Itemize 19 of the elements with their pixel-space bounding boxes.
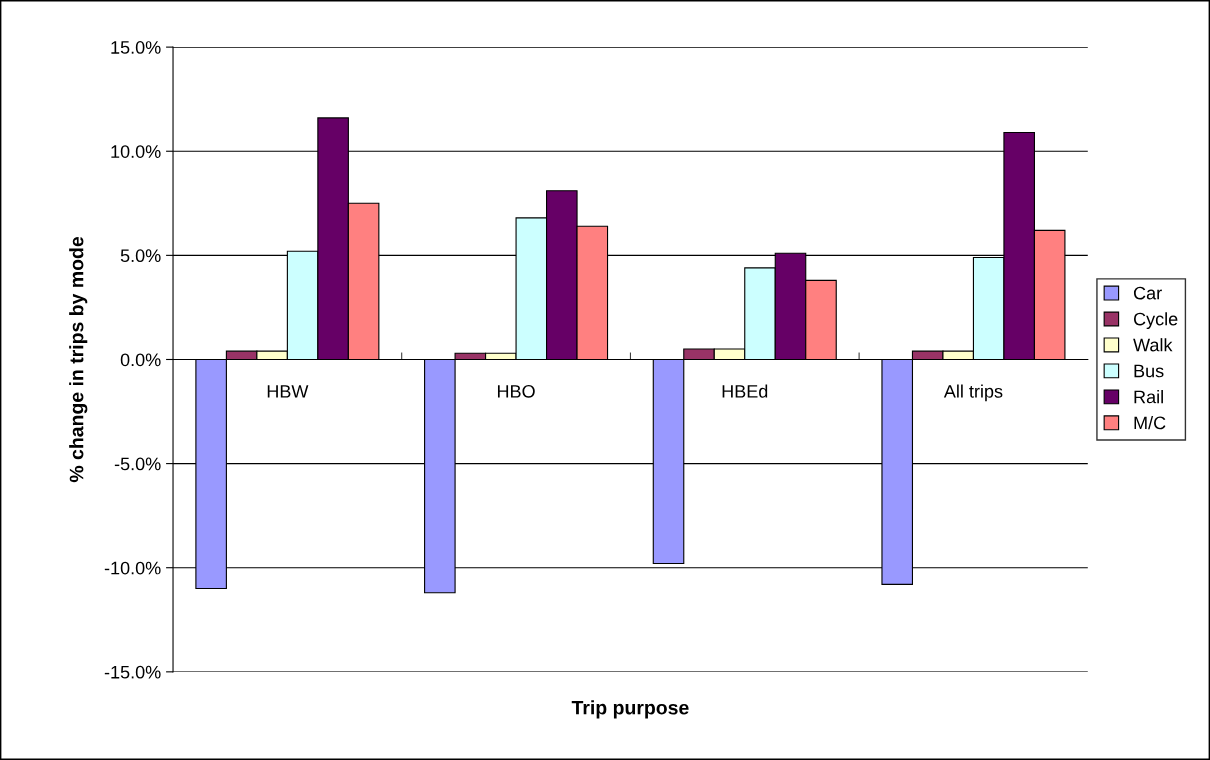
legend-label: Car bbox=[1133, 286, 1162, 300]
legend-label: Rail bbox=[1134, 390, 1163, 404]
x-tick-label: All trips bbox=[943, 384, 1003, 402]
y-tick-label: 0.0% bbox=[120, 353, 161, 367]
y-tick-label: 10.0% bbox=[111, 145, 161, 158]
y-axis-title: % change in trips by mode bbox=[69, 236, 88, 483]
legend-label: Cycle bbox=[1133, 312, 1178, 330]
y-tick-label: 5.0% bbox=[120, 249, 161, 263]
legend-label: M/C bbox=[1134, 416, 1166, 430]
x-tick-label: HBO bbox=[497, 384, 535, 398]
x-tick-label: HBW bbox=[267, 385, 309, 398]
y-tick-label: -5.0% bbox=[114, 457, 161, 471]
x-axis-title: Trip purpose bbox=[571, 700, 689, 719]
x-tick-label: HBEd bbox=[722, 384, 768, 398]
y-tick-label: -15.0% bbox=[104, 665, 161, 679]
legend-label: Walk bbox=[1133, 338, 1173, 352]
y-tick-label: 15.0% bbox=[111, 41, 161, 54]
y-tick-label: -10.0% bbox=[104, 561, 161, 575]
legend-label: Bus bbox=[1134, 364, 1164, 378]
